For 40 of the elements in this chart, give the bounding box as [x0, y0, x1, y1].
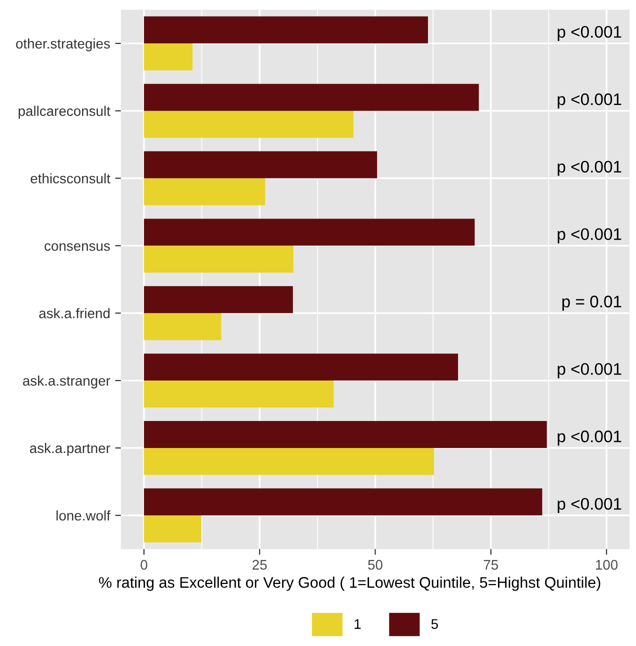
bar: [144, 313, 222, 340]
y-tick-label: ask.a.partner: [30, 442, 110, 456]
annotation: p <0.001: [558, 430, 622, 446]
y-tick-label: ask.a.friend: [39, 308, 110, 318]
annotation: p = 0.01: [562, 296, 622, 311]
y-tick-label: pallcareconsult: [18, 106, 110, 119]
bar: [144, 110, 354, 138]
bar: [144, 178, 266, 206]
bar: [144, 354, 458, 381]
bar: [144, 448, 434, 475]
annotation: p <0.001: [558, 228, 622, 244]
bar: [144, 420, 547, 448]
bar: [144, 380, 334, 408]
bar: [144, 43, 193, 70]
x-tick-label: 25: [252, 560, 267, 570]
y-tick-label: ethicsconsult: [30, 173, 110, 184]
legend-label: 5: [431, 619, 438, 629]
bar: [144, 151, 378, 178]
bar: [144, 488, 542, 516]
annotation: p <0.001: [558, 93, 622, 108]
y-tick-label: other.strategies: [16, 38, 110, 52]
annotation: p <0.001: [558, 498, 622, 514]
bar: [144, 515, 202, 542]
bar: [144, 16, 428, 44]
x-axis-title: % rating as Excellent or Very Good ( 1=Lowest Quintile, 5=Highst Quintile): [98, 576, 600, 591]
bar: [144, 84, 479, 111]
y-tick-label: consensus: [44, 243, 110, 251]
annotation: p <0.001: [558, 26, 622, 42]
y-tick-label: lone.wolf: [56, 510, 110, 521]
bar: [144, 246, 294, 273]
y-tick-label: ask.a.stranger: [23, 376, 110, 388]
x-tick-label: 50: [368, 560, 382, 570]
x-tick-label: 100: [596, 560, 618, 570]
annotation: p <0.001: [558, 160, 622, 176]
annotation: p <0.001: [558, 363, 622, 378]
x-tick-label: 75: [484, 560, 498, 570]
bar: [144, 286, 293, 314]
x-tick-label: 0: [140, 560, 148, 570]
legend-label: 1: [354, 619, 361, 629]
bar: [144, 218, 475, 246]
